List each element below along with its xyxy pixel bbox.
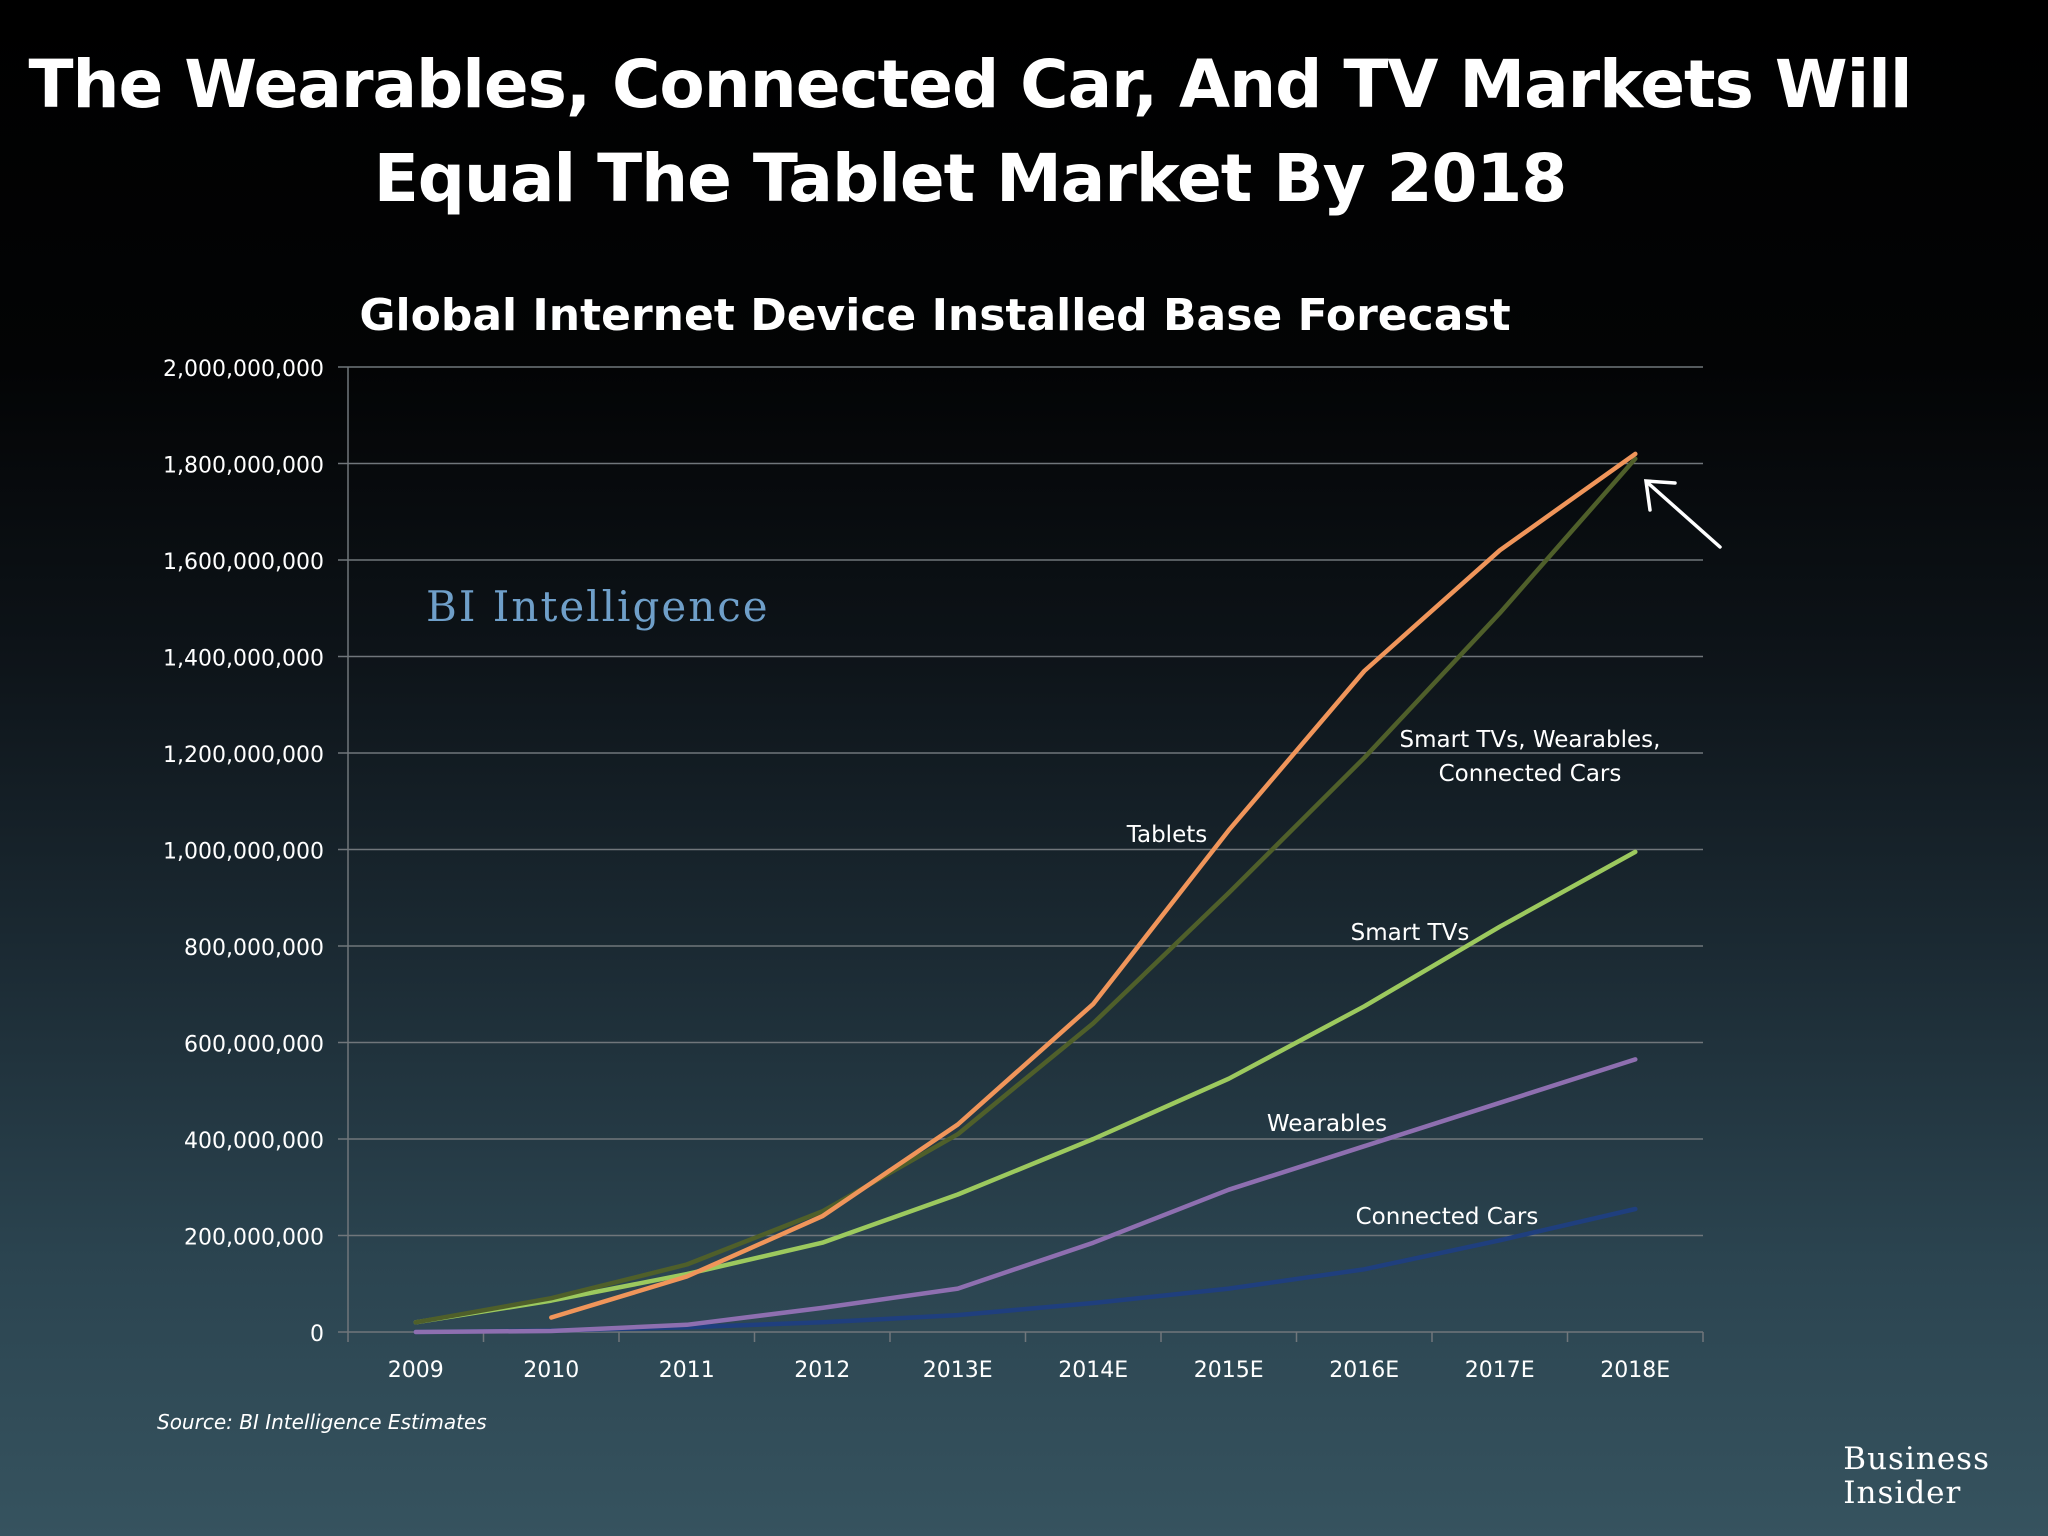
series-label-combined-line-2: Connected Cars bbox=[1439, 761, 1622, 787]
x-tick-label: 2014E bbox=[1058, 1358, 1128, 1383]
y-tick-label: 2,000,000,000 bbox=[163, 357, 324, 382]
y-tick-label: 1,400,000,000 bbox=[163, 647, 324, 672]
axis-layer: 0 200,000,000 400,000,000 600,000,000 800,00… bbox=[163, 357, 1704, 1383]
x-tick-label: 2018E bbox=[1600, 1358, 1670, 1383]
x-tick-label: 2009 bbox=[388, 1358, 444, 1383]
series-label-smart-tvs: Smart TVs bbox=[1351, 920, 1470, 946]
slide-title-line-2: Equal The Tablet Market By 2018 bbox=[373, 140, 1568, 217]
chart-title: Global Internet Device Installed Base Fo… bbox=[359, 290, 1510, 341]
series-label-tablets: Tablets bbox=[1126, 822, 1207, 848]
series-label-wearables: Wearables bbox=[1267, 1111, 1387, 1137]
brand-line-2: Insider bbox=[1843, 1475, 1962, 1511]
x-tick-label: 2013E bbox=[923, 1358, 993, 1383]
y-tick-label: 200,000,000 bbox=[184, 1226, 324, 1251]
y-tick-label: 1,000,000,000 bbox=[163, 840, 324, 865]
y-tick-label: 1,200,000,000 bbox=[163, 743, 324, 768]
series-line-smart-tvs bbox=[413, 849, 1638, 1325]
x-tick-label: 2011 bbox=[659, 1358, 715, 1383]
series-line-tablets bbox=[549, 451, 1638, 1320]
y-tick-label: 600,000,000 bbox=[184, 1033, 324, 1058]
series-label-combined-line-1: Smart TVs, Wearables, bbox=[1400, 727, 1661, 753]
y-tick-label: 1,600,000,000 bbox=[163, 550, 324, 575]
y-tick-label: 800,000,000 bbox=[184, 936, 324, 961]
brand-line-1: Business bbox=[1843, 1441, 1990, 1477]
series-layer bbox=[413, 451, 1638, 1335]
annotation-layer bbox=[1643, 479, 1722, 549]
series-line-smart-tvs-wearables-connected-cars bbox=[413, 456, 1638, 1325]
x-tick-label: 2010 bbox=[523, 1358, 579, 1383]
x-tick-label: 2016E bbox=[1329, 1358, 1399, 1383]
y-tick-label: 1,800,000,000 bbox=[163, 454, 324, 479]
x-tick-label: 2012 bbox=[794, 1358, 850, 1383]
annotation-arrow-shaft bbox=[1646, 481, 1722, 549]
y-tick-label: 0 bbox=[310, 1322, 324, 1347]
slide-title: The Wearables, Connected Car, And TV Mar… bbox=[0, 38, 1940, 226]
annotation-arrow-head bbox=[1643, 479, 1677, 512]
x-tick-label: 2017E bbox=[1465, 1358, 1535, 1383]
slide-title-line-1: The Wearables, Connected Car, And TV Mar… bbox=[28, 46, 1912, 123]
business-insider-logo: Business Insider bbox=[1843, 1442, 1990, 1510]
bi-intelligence-watermark: BI Intelligence bbox=[426, 582, 770, 631]
series-line-wearables bbox=[413, 1057, 1638, 1335]
series-label-connected-cars: Connected Cars bbox=[1356, 1204, 1539, 1230]
x-tick-label: 2015E bbox=[1194, 1358, 1264, 1383]
grid-layer bbox=[348, 366, 1703, 1237]
source-note: Source: BI Intelligence Estimates bbox=[157, 1410, 487, 1434]
series-label-layer: Tablets Smart TVs, Wearables, Connected Ca… bbox=[1126, 727, 1661, 1230]
y-tick-label: 400,000,000 bbox=[184, 1129, 324, 1154]
